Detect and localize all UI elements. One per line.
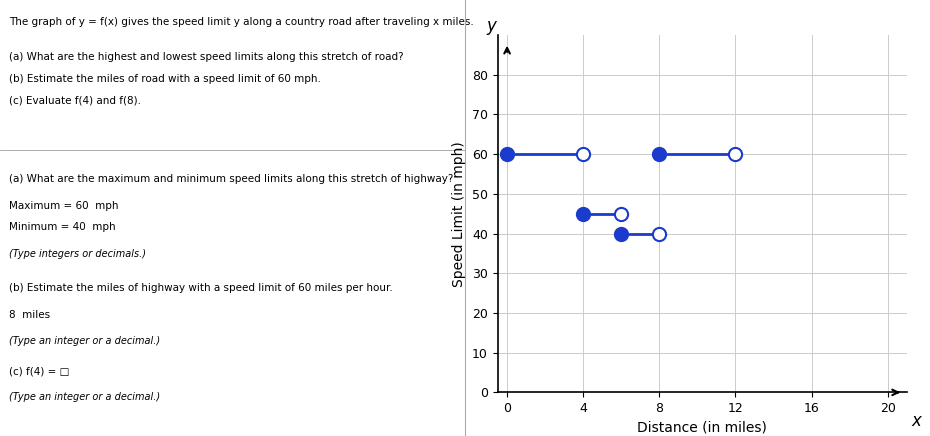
Text: 8  miles: 8 miles [9, 310, 50, 320]
Text: (b) Estimate the miles of highway with a speed limit of 60 miles per hour.: (b) Estimate the miles of highway with a… [9, 283, 393, 293]
Text: Maximum = 60  mph: Maximum = 60 mph [9, 201, 119, 211]
Point [652, 150, 667, 157]
Point [728, 150, 743, 157]
Point [576, 210, 591, 217]
Text: (c) Evaluate f(4) and f(8).: (c) Evaluate f(4) and f(8). [9, 96, 141, 106]
Point [614, 230, 629, 237]
Text: (Type an integer or a decimal.): (Type an integer or a decimal.) [9, 392, 160, 402]
Text: (Type an integer or a decimal.): (Type an integer or a decimal.) [9, 336, 160, 346]
Text: (b) Estimate the miles of road with a speed limit of 60 mph.: (b) Estimate the miles of road with a sp… [9, 74, 321, 84]
Text: (c) f(4) = □: (c) f(4) = □ [9, 366, 70, 376]
Point [576, 150, 591, 157]
Text: Minimum = 40  mph: Minimum = 40 mph [9, 222, 116, 232]
Point [614, 210, 629, 217]
X-axis label: Distance (in miles): Distance (in miles) [637, 421, 767, 435]
Text: (Type integers or decimals.): (Type integers or decimals.) [9, 249, 146, 259]
Point [499, 150, 514, 157]
Text: x: x [911, 412, 922, 430]
Text: (a) What are the maximum and minimum speed limits along this stretch of highway?: (a) What are the maximum and minimum spe… [9, 174, 454, 184]
Y-axis label: Speed Limit (in mph): Speed Limit (in mph) [452, 141, 466, 286]
Text: (a) What are the highest and lowest speed limits along this stretch of road?: (a) What are the highest and lowest spee… [9, 52, 404, 62]
Text: The graph of y = f(x) gives the speed limit y along a country road after traveli: The graph of y = f(x) gives the speed li… [9, 17, 474, 27]
Point [652, 230, 667, 237]
Text: y: y [487, 17, 497, 35]
